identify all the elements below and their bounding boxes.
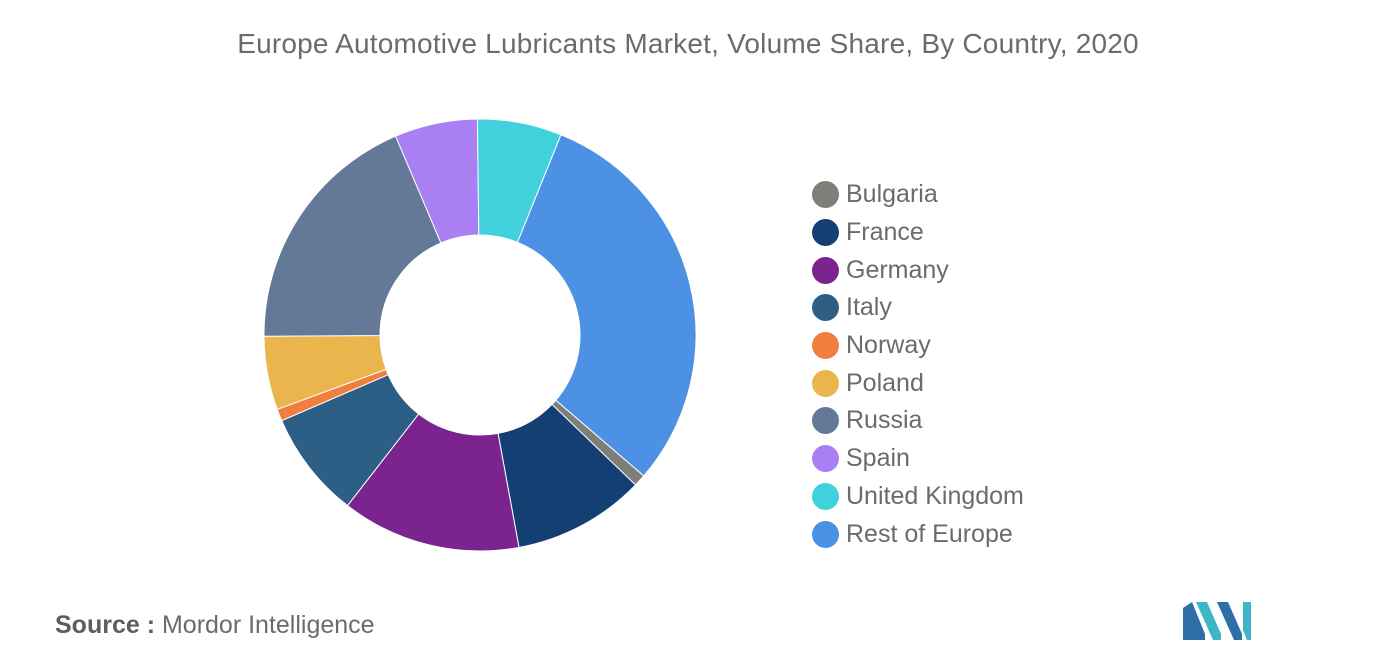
legend-swatch-italy	[812, 294, 839, 322]
legend-swatch-rest-of-europe	[812, 520, 839, 548]
legend-item-poland: Poland	[812, 364, 1024, 402]
legend-item-russia: Russia	[812, 402, 1024, 440]
legend-swatch-poland	[812, 369, 839, 397]
legend-label-spain: Spain	[846, 444, 910, 473]
legend-swatch-bulgaria	[812, 181, 839, 209]
legend-label-norway: Norway	[846, 331, 931, 360]
legend-item-rest-of-europe: Rest of Europe	[812, 515, 1024, 553]
legend-label-united-kingdom: United Kingdom	[846, 481, 1024, 510]
legend-swatch-germany	[812, 256, 839, 284]
legend-item-italy: Italy	[812, 289, 1024, 327]
legend-label-germany: Germany	[846, 255, 949, 284]
source-prefix: Source :	[55, 611, 156, 639]
legend-label-italy: Italy	[846, 293, 892, 322]
logo-mid-shape	[1196, 602, 1221, 640]
chart-title: Europe Automotive Lubricants Market, Vol…	[237, 28, 1139, 59]
source-note: Source : Mordor Intelligence	[55, 611, 375, 640]
legend-swatch-russia	[812, 407, 839, 435]
legend-label-bulgaria: Bulgaria	[846, 180, 938, 209]
donut-slices	[263, 118, 697, 552]
legend-label-poland: Poland	[846, 368, 924, 397]
legend-item-norway: Norway	[812, 327, 1024, 365]
legend-item-spain: Spain	[812, 440, 1024, 478]
legend-swatch-france	[812, 219, 839, 247]
mordor-intelligence-logo-icon	[1183, 602, 1251, 640]
legend-item-germany: Germany	[812, 251, 1024, 289]
legend-label-france: France	[846, 218, 924, 247]
legend-swatch-spain	[812, 445, 839, 473]
logo-left-shape	[1183, 602, 1205, 640]
chart-legend: Bulgaria France Germany Italy Norway Poland Ru…	[812, 176, 1024, 553]
slice-rest-of-europe	[516, 134, 697, 477]
legend-item-united-kingdom: United Kingdom	[812, 478, 1024, 516]
slice-russia	[263, 135, 442, 337]
slice-united-kingdom	[476, 118, 562, 243]
logo-right-shape	[1217, 602, 1242, 640]
legend-swatch-united-kingdom	[812, 482, 839, 510]
legend-item-bulgaria: Bulgaria	[812, 176, 1024, 214]
legend-label-rest-of-europe: Rest of Europe	[846, 519, 1013, 548]
logo-bar-shape	[1243, 602, 1251, 640]
source-text: Mordor Intelligence	[155, 611, 375, 639]
legend-item-france: France	[812, 214, 1024, 252]
legend-label-russia: Russia	[846, 406, 923, 435]
legend-swatch-norway	[812, 332, 839, 360]
